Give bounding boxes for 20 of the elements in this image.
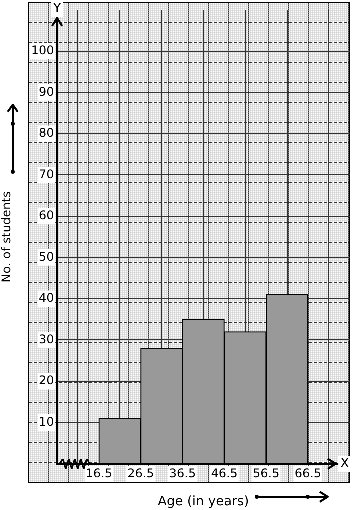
x-tick-label: 26.5 — [128, 466, 154, 480]
y-tick-label: 70 — [39, 167, 54, 182]
x-tick-label: 56.5 — [253, 466, 280, 480]
y-tick-label: 30 — [39, 332, 54, 346]
x-tick-label: 66.5 — [294, 466, 322, 480]
annotation: X — [340, 456, 350, 472]
x-tick-label: 46.5 — [211, 466, 238, 480]
annotation: Y — [52, 2, 62, 17]
y-tick-label: 50 — [39, 250, 54, 264]
y-tick-label: 60 — [39, 208, 54, 223]
x-tick-label: 36.5 — [169, 466, 196, 480]
y-tick-label: 100 — [31, 44, 54, 58]
x-axis-title: Age (in years) — [158, 494, 250, 510]
y-axis-title: No. of students — [0, 191, 14, 283]
x-tick-label: 16.5 — [86, 466, 112, 480]
y-tick-label: 90 — [39, 84, 54, 99]
y-tick-label: 20 — [39, 374, 54, 388]
y-tick-label: 80 — [39, 126, 54, 140]
y-tick-label: 10 — [39, 414, 54, 429]
y-tick-label: 40 — [39, 291, 54, 306]
